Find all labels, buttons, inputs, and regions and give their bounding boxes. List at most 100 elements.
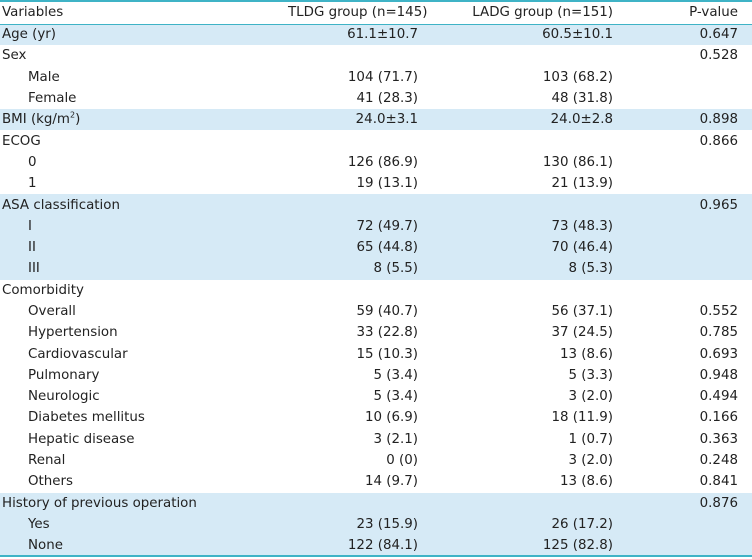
table-row: ECOG 0.866 [0,130,752,151]
ladg-value: 70 (46.4) [418,236,613,259]
table-body: Age (yr) 61.1±10.7 60.5±10.1 0.647 Sex 0… [0,24,752,558]
tldg-value: 33 (22.8) [356,325,418,341]
p-value: 0.528 [699,48,738,64]
p-value [613,215,752,237]
tldg-value [288,45,418,66]
tldg-value: 14 (9.7) [364,474,418,490]
row-label: Comorbidity [2,282,84,298]
table-row: Yes 23 (15.9) 26 (17.2) [0,513,752,536]
ladg-value [418,45,613,66]
ladg-value: 5 (3.3) [568,367,613,383]
table-row: Age (yr) 61.1±10.7 60.5±10.1 0.647 [0,24,752,46]
ladg-value: 125 (82.8) [418,535,613,558]
row-label: Male [28,69,60,85]
tldg-value: 5 (3.4) [373,367,418,383]
header-pvalue: P-value [613,1,752,25]
table-header: Variables TLDG group (n=145) LADG group … [0,1,752,25]
ladg-value: 37 (24.5) [551,325,613,341]
table-row: History of previous operation 0.876 [0,492,752,514]
bmi-label: BMI (kg/m [2,112,70,128]
tldg-value: 41 (28.3) [356,91,418,107]
row-label: ASA classification [0,194,288,216]
ladg-value: 48 (31.8) [551,91,613,107]
tldg-value [288,280,418,301]
ladg-value: 13 (8.6) [559,346,613,362]
tldg-value: 59 (40.7) [356,304,418,319]
table-row: Hypertension 33 (22.8) 37 (24.5) 0.785 [0,322,752,343]
table-row: I 72 (49.7) 73 (48.3) [0,215,752,237]
p-value: 0.898 [613,109,752,131]
header-variables: Variables [0,1,288,25]
ladg-value: 60.5±10.1 [418,24,613,46]
row-label: Hepatic disease [28,431,135,447]
tldg-value: 19 (13.1) [356,176,418,192]
table-row: Sex 0.528 [0,45,752,66]
tldg-value [288,130,418,151]
p-value: 0.876 [613,492,752,514]
table-row: ASA classification 0.965 [0,194,752,216]
row-label: Renal [28,453,66,469]
table-row: Male 104 (71.7) 103 (68.2) [0,67,752,88]
tldg-value: 0 (0) [386,453,418,469]
p-value [613,236,752,259]
ladg-value: 13 (8.6) [559,474,613,490]
table-row: Overall 59 (40.7) 56 (37.1) 0.552 [0,301,752,322]
row-label: II [0,236,288,259]
tldg-value: 126 (86.9) [347,154,418,170]
row-label: BMI (kg/m2) [0,109,288,131]
row-label: 0 [28,154,37,170]
ladg-value: 8 (5.3) [418,258,613,280]
row-label: I [0,215,288,237]
p-value: 0.647 [613,24,752,46]
table-row: Pulmonary 5 (3.4) 5 (3.3) 0.948 [0,365,752,386]
tldg-value: 72 (49.7) [288,215,418,237]
table-row: Female 41 (28.3) 48 (31.8) [0,88,752,109]
row-label: III [0,258,288,280]
row-label: Yes [0,513,288,536]
p-value [613,173,752,194]
row-label: Diabetes mellitus [28,410,145,426]
ladg-value: 73 (48.3) [418,215,613,237]
table-row: II 65 (44.8) 70 (46.4) [0,236,752,259]
ladg-value: 130 (86.1) [542,154,613,170]
ladg-value: 26 (17.2) [418,513,613,536]
p-value: 0.363 [699,431,738,447]
bmi-label-end: ) [75,112,81,128]
ladg-value [418,492,613,514]
table-row: None 122 (84.1) 125 (82.8) [0,535,752,558]
row-label: None [0,535,288,558]
ladg-value: 21 (13.9) [551,176,613,192]
p-value [613,513,752,536]
p-value: 0.948 [699,367,738,383]
tldg-value: 104 (71.7) [347,69,418,85]
table-row: Renal 0 (0) 3 (2.0) 0.248 [0,450,752,471]
row-label: Age (yr) [0,24,288,46]
row-label: Female [28,91,77,107]
p-value: 0.248 [699,453,738,469]
row-label: Cardiovascular [28,346,128,362]
table-row: III 8 (5.5) 8 (5.3) [0,258,752,280]
p-value [613,280,752,301]
bmi-superscript: 2 [69,110,76,120]
row-label: Others [28,474,73,490]
tldg-value: 23 (15.9) [288,513,418,536]
tldg-value: 15 (10.3) [356,346,418,362]
p-value [613,67,752,88]
header-ladg: LADG group (n=151) [418,1,613,25]
table-row: Diabetes mellitus 10 (6.9) 18 (11.9) 0.1… [0,407,752,428]
table-row: Hepatic disease 3 (2.1) 1 (0.7) 0.363 [0,429,752,450]
p-value: 0.494 [699,389,738,405]
p-value: 0.552 [699,304,738,319]
row-label: Pulmonary [28,367,100,383]
row-label: History of previous operation [0,492,288,514]
tldg-value: 61.1±10.7 [288,24,418,46]
p-value: 0.693 [699,346,738,362]
p-value [613,535,752,558]
table-row: BMI (kg/m2) 24.0±3.1 24.0±2.8 0.898 [0,109,752,131]
row-label: ECOG [2,133,41,149]
table-row: Neurologic 5 (3.4) 3 (2.0) 0.494 [0,386,752,407]
ladg-value: 3 (2.0) [568,389,613,405]
ladg-value [418,130,613,151]
ladg-value [418,280,613,301]
